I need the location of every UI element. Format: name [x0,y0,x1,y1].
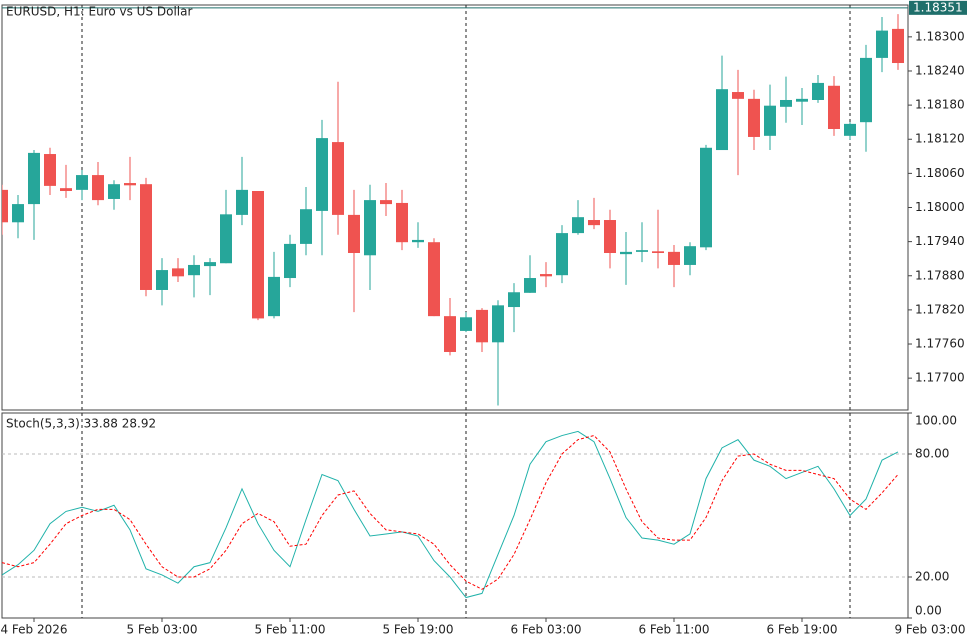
candle-body [812,82,824,100]
candle-body [92,175,104,201]
candle-body [844,123,856,136]
y-tick-label: 20.00 [915,570,949,584]
candle-body [204,262,216,267]
y-tick-label: 100.00 [915,414,957,428]
y-tick-label: 80.00 [915,447,949,461]
candle-body [636,250,648,252]
candle-body [460,317,472,331]
candle-body [796,98,808,102]
y-tick-label: 1.17880 [915,268,965,282]
y-tick-label: 1.18180 [915,98,965,112]
candle-body [332,142,344,215]
x-tick-label: 5 Feb 03:00 [126,623,197,637]
candle-body [556,233,568,276]
candle-body [668,251,680,265]
candle-body [764,105,776,136]
candle-body [892,28,904,64]
candle-body [44,154,56,186]
candle-body [268,276,280,317]
chart-title: EURUSD, H1: Euro vs US Dollar [6,5,192,19]
candle-body [396,202,408,243]
candle-body [828,85,840,130]
candle-body [700,147,712,248]
y-tick-label: 1.18000 [915,200,965,214]
candle-body [300,209,312,244]
candle-body [492,305,504,343]
candle-body [732,92,744,99]
x-tick-label: 9 Feb 03:00 [894,623,965,637]
y-tick-label: 0.00 [915,604,942,618]
candle-body [252,191,264,319]
y-tick-label: 1.17940 [915,234,965,248]
y-tick-label: 1.17700 [915,371,965,385]
x-tick-label: 6 Feb 11:00 [638,623,709,637]
candle-body [428,242,440,317]
candle-body [2,189,8,223]
x-tick-label: 5 Feb 19:00 [382,623,453,637]
candle-body [140,184,152,290]
candle-body [620,251,632,255]
indicator-title: Stoch(5,3,3) 33.88 28.92 [6,417,156,431]
candle-body [348,214,360,254]
candle-body [524,278,536,293]
candle-body [684,246,696,265]
candle-body [876,30,888,58]
x-tick-label: 4 Feb 2026 [0,623,67,637]
x-tick-label: 6 Feb 03:00 [510,623,581,637]
candle-body [748,98,760,137]
candle-body [540,274,552,277]
candle-body [108,184,120,199]
candle-body [860,57,872,123]
candle-body [716,89,728,151]
candle-body [76,175,88,190]
y-tick-label: 1.17760 [915,337,965,351]
y-tick-label: 1.17820 [915,302,965,316]
candle-body [284,243,296,279]
candle-body [652,251,664,254]
candle-body [316,138,328,211]
candle-body [60,188,72,192]
price-label-box [909,0,967,15]
candle-body [604,220,616,254]
candle-body [508,292,520,308]
candle-body [188,264,200,276]
x-tick-label: 6 Feb 19:00 [766,623,837,637]
candle-body [172,268,184,277]
candle-body [12,204,24,223]
candle-body [444,316,456,352]
price-plot [2,7,908,406]
candle-body [572,217,584,234]
stoch-panel [1,412,909,619]
price-label: 1.18351 [913,0,963,14]
stoch-plot [2,430,908,599]
stoch-line [2,430,899,599]
y-tick-label: 1.18060 [915,166,965,180]
candle-body [780,99,792,107]
stoch-line [2,434,899,590]
candle-body [220,214,232,264]
candle-body [124,183,136,186]
candle-body [588,220,600,226]
candle-body [380,200,392,205]
y-tick-label: 1.18240 [915,63,965,77]
candle-body [476,309,488,343]
x-tick-label: 5 Feb 11:00 [254,623,325,637]
candle-body [236,189,248,215]
y-tick-label: 1.18300 [915,29,965,43]
candle-body [364,200,376,256]
candle-body [28,152,40,205]
candle-body [156,270,168,290]
candle-body [412,239,424,243]
y-tick-label: 1.18120 [915,132,965,146]
